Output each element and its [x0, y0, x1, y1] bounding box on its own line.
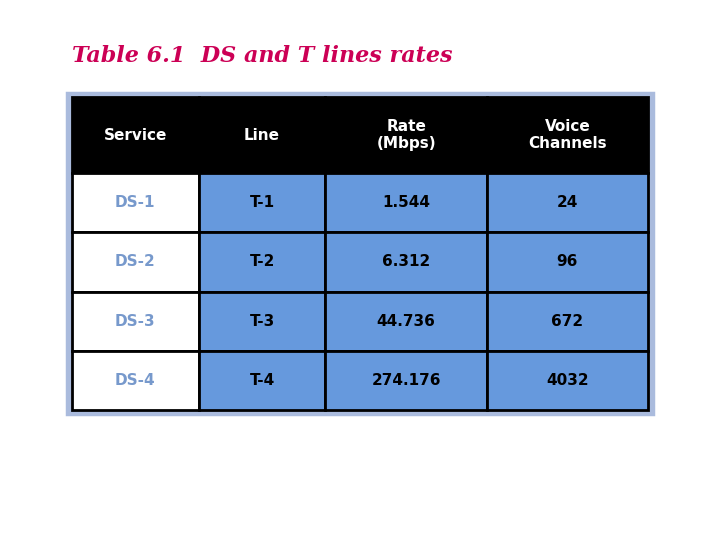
Bar: [72, 351, 199, 410]
Bar: [67, 93, 653, 414]
Text: DS-3: DS-3: [115, 314, 156, 329]
Bar: [325, 351, 487, 410]
Text: DS-4: DS-4: [115, 373, 156, 388]
Text: 274.176: 274.176: [372, 373, 441, 388]
Text: T-3: T-3: [249, 314, 275, 329]
Text: DS-2: DS-2: [115, 254, 156, 269]
Bar: [72, 292, 199, 351]
Text: Voice
Channels: Voice Channels: [528, 119, 607, 151]
Bar: [199, 97, 325, 173]
Text: 672: 672: [552, 314, 583, 329]
Text: 44.736: 44.736: [377, 314, 436, 329]
Text: 96: 96: [557, 254, 578, 269]
Text: 4032: 4032: [546, 373, 589, 388]
Bar: [487, 292, 648, 351]
Text: Line: Line: [244, 127, 280, 143]
Bar: [325, 97, 487, 173]
Text: Service: Service: [104, 127, 167, 143]
Text: 24: 24: [557, 195, 578, 210]
Text: 6.312: 6.312: [382, 254, 431, 269]
Bar: [487, 232, 648, 292]
Bar: [487, 351, 648, 410]
Bar: [199, 351, 325, 410]
Text: T-2: T-2: [249, 254, 275, 269]
Bar: [199, 292, 325, 351]
Bar: [487, 173, 648, 232]
Text: Table 6.1  DS and T lines rates: Table 6.1 DS and T lines rates: [72, 45, 452, 68]
Bar: [199, 173, 325, 232]
Text: Rate
(Mbps): Rate (Mbps): [377, 119, 436, 151]
Bar: [199, 232, 325, 292]
Text: T-4: T-4: [249, 373, 275, 388]
Text: 1.544: 1.544: [382, 195, 430, 210]
Bar: [325, 292, 487, 351]
Bar: [72, 232, 199, 292]
Bar: [72, 97, 199, 173]
Bar: [72, 173, 199, 232]
Bar: [487, 97, 648, 173]
Bar: [325, 173, 487, 232]
Bar: [325, 232, 487, 292]
Text: DS-1: DS-1: [115, 195, 156, 210]
Text: T-1: T-1: [250, 195, 274, 210]
